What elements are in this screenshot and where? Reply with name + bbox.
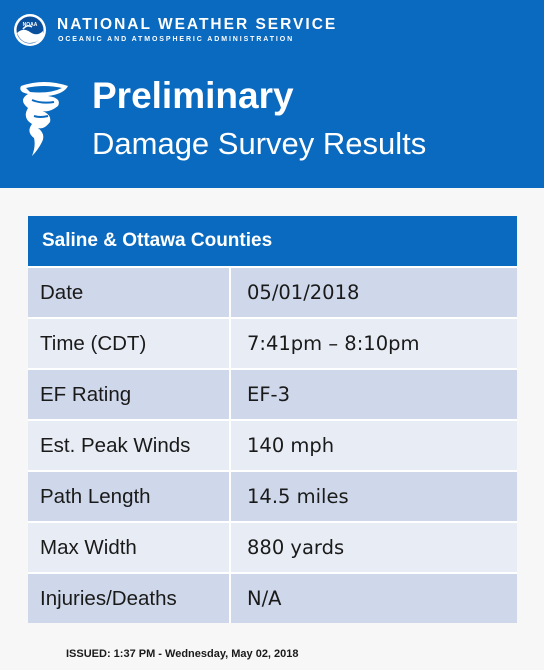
svg-text:NOAA: NOAA: [23, 22, 38, 28]
table-row: Injuries/Deaths N/A: [28, 572, 517, 623]
header-banner: NOAA NATIONAL WEATHER SERVICE OCEANIC AN…: [0, 0, 544, 188]
row-value: 7:41pm – 8:10pm: [231, 319, 517, 368]
row-label: Max Width: [28, 523, 231, 572]
row-value: N/A: [231, 574, 517, 623]
row-value: 14.5 miles: [231, 472, 517, 521]
row-value: 05/01/2018: [231, 268, 517, 317]
table-heading: Saline & Ottawa Counties: [28, 216, 517, 266]
page-title: Preliminary: [92, 75, 294, 116]
agency-subtitle: OCEANIC AND ATMOSPHERIC ADMINISTRATION: [58, 36, 295, 43]
table-row: Date 05/01/2018: [28, 266, 517, 317]
table-row: Est. Peak Winds 140 mph: [28, 419, 517, 470]
table-row: EF Rating EF-3: [28, 368, 517, 419]
row-value: 880 yards: [231, 523, 517, 572]
tornado-icon: [20, 82, 68, 156]
noaa-logo-icon: NOAA: [14, 14, 46, 46]
agency-name: NATIONAL WEATHER SERVICE: [57, 16, 338, 33]
page-subtitle: Damage Survey Results: [92, 126, 427, 161]
table-row: Max Width 880 yards: [28, 521, 517, 572]
row-value: 140 mph: [231, 421, 517, 470]
row-label: Injuries/Deaths: [28, 574, 231, 623]
survey-table: Saline & Ottawa Counties Date 05/01/2018…: [28, 216, 517, 623]
table-row: Path Length 14.5 miles: [28, 470, 517, 521]
table-row: Time (CDT) 7:41pm – 8:10pm: [28, 317, 517, 368]
row-label: Path Length: [28, 472, 231, 521]
issued-timestamp: ISSUED: 1:37 PM - Wednesday, May 02, 201…: [66, 648, 299, 660]
row-label: Date: [28, 268, 231, 317]
row-value: EF-3: [231, 370, 517, 419]
row-label: EF Rating: [28, 370, 231, 419]
row-label: Est. Peak Winds: [28, 421, 231, 470]
table-body: Date 05/01/2018 Time (CDT) 7:41pm – 8:10…: [28, 266, 517, 623]
row-label: Time (CDT): [28, 319, 231, 368]
